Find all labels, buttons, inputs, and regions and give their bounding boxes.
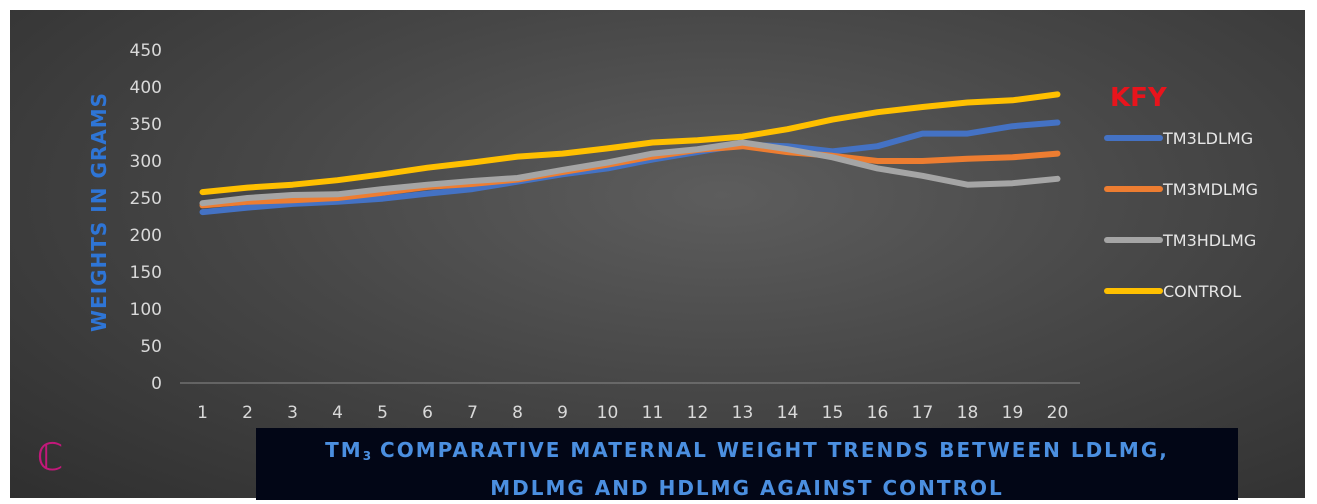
x-tick-label: 13 — [732, 403, 754, 423]
plot-background — [10, 10, 1305, 498]
x-tick-label: 17 — [912, 403, 934, 423]
logo-icon: ℂ — [36, 435, 64, 479]
y-tick-label: 200 — [130, 226, 162, 246]
x-tick-label: 3 — [287, 403, 298, 423]
y-tick-label: 50 — [140, 337, 162, 357]
y-axis-label: WEIGHTS IN GRAMS — [87, 92, 111, 332]
x-tick-label: 8 — [512, 403, 523, 423]
x-tick-label: 16 — [867, 403, 889, 423]
x-tick-label: 1 — [197, 403, 208, 423]
legend-label-tm3hdlmg: TM3HDLMG — [1162, 231, 1256, 250]
x-tick-label: 10 — [597, 403, 619, 423]
x-tick-label: 15 — [822, 403, 844, 423]
legend: TM3LDLMG TM3MDLMG TM3HDLMG CONTROL — [1104, 129, 1258, 301]
legend-label-control: CONTROL — [1163, 282, 1241, 301]
title-line1: COMPARATIVE MATERNAL WEIGHT TRENDS BETWE… — [371, 438, 1169, 462]
x-tick-label: 6 — [422, 403, 433, 423]
series-line-control — [199, 91, 1061, 196]
y-axis-ticks: 0 50 100 150 200 250 300 350 400 450 — [130, 41, 162, 394]
y-tick-label: 350 — [130, 115, 162, 135]
legend-label-tm3mdlmg: TM3MDLMG — [1162, 180, 1258, 199]
x-tick-label: 20 — [1047, 403, 1069, 423]
title-line2: MDLMG AND HDLMG AGAINST CONTROL — [490, 476, 1004, 500]
x-tick-label: 11 — [642, 403, 664, 423]
x-tick-label: 7 — [467, 403, 478, 423]
chart-title: TM3 COMPARATIVE MATERNAL WEIGHT TRENDS B… — [256, 428, 1238, 500]
x-tick-label: 4 — [332, 403, 343, 423]
x-tick-label: 12 — [687, 403, 709, 423]
legend-title: KFY — [1110, 83, 1168, 113]
x-tick-label: 2 — [242, 403, 253, 423]
x-tick-label: 5 — [377, 403, 388, 423]
series-line-tm3ldlmg — [199, 119, 1061, 216]
x-tick-label: 18 — [957, 403, 979, 423]
legend-label-tm3ldlmg: TM3LDLMG — [1162, 129, 1253, 148]
x-tick-label: 19 — [1002, 403, 1024, 423]
y-tick-label: 250 — [130, 189, 162, 209]
y-tick-label: 100 — [130, 300, 162, 320]
series-lines — [199, 91, 1061, 216]
series-line-tm3hdlmg — [199, 139, 1061, 207]
x-tick-label: 9 — [557, 403, 568, 423]
title-subscript: 3 — [362, 449, 372, 463]
x-tick-label: 14 — [777, 403, 799, 423]
title-prefix: TM — [325, 438, 363, 462]
y-tick-label: 0 — [151, 374, 162, 394]
y-tick-label: 150 — [130, 263, 162, 283]
y-tick-label: 450 — [130, 41, 162, 61]
x-axis-ticks: 1 2 3 4 5 6 7 8 9 10 11 12 13 14 15 16 17 18 19 20 — [197, 403, 1068, 423]
y-tick-label: 300 — [130, 152, 162, 172]
y-tick-label: 400 — [130, 78, 162, 98]
